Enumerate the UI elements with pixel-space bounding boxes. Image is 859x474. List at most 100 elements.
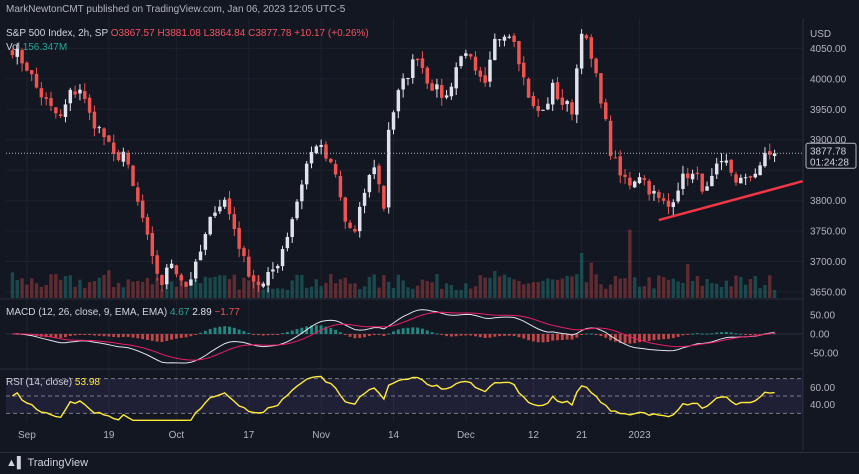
price-badge-value: 3877.78 [810, 146, 847, 157]
candle-body [92, 111, 97, 129]
volume-bar [208, 277, 212, 298]
macd-histogram-bar [92, 334, 96, 336]
candles [10, 29, 777, 293]
candle-body [676, 190, 680, 202]
macd-histogram-bar [223, 326, 227, 334]
macd-histogram-bar [194, 334, 198, 335]
volume-bar [87, 282, 92, 298]
macd-histogram-bar [189, 334, 193, 337]
macd-tick-label: 0.00 [810, 330, 830, 341]
time-tick-label: Nov [312, 430, 330, 441]
time-tick-label: 14 [388, 430, 400, 441]
macd-histogram-bar [213, 327, 217, 334]
macd-histogram-bar [112, 334, 116, 337]
candle-body [507, 36, 512, 38]
tradingview-logo[interactable]: ▲▌ TradingView [6, 457, 88, 469]
candle-body [599, 73, 603, 104]
legend-volume: Vol 156.347M [6, 42, 67, 53]
candle-body [575, 68, 579, 115]
volume-bar [324, 282, 328, 298]
candle-body [522, 62, 526, 78]
candle-body [502, 36, 507, 41]
volume-bar [358, 289, 362, 298]
volume-bar [203, 276, 208, 298]
macd-histogram-bar [551, 334, 555, 341]
candle-body [111, 142, 116, 154]
macd-line [12, 309, 775, 364]
macd-histogram-bar [773, 333, 777, 335]
symbol-name[interactable]: S&P 500 Index, 2h, SP [6, 28, 108, 39]
macd-histogram-bar [117, 334, 120, 338]
candle-body [415, 58, 420, 61]
candle-body [632, 181, 637, 188]
candle-body [444, 95, 449, 98]
macd-histogram-bar [623, 334, 627, 344]
candle-body [536, 105, 540, 111]
candle-body [618, 156, 622, 176]
candle-body [10, 50, 15, 56]
volume-bar [131, 281, 135, 298]
candle-body [203, 234, 208, 250]
macd-pane: -50.00 0.00 50.00 [6, 309, 839, 364]
candle-body [661, 198, 666, 201]
candle-body [300, 184, 304, 202]
volume-bar [39, 286, 44, 298]
candle-body [213, 212, 217, 216]
candle-body [686, 173, 690, 179]
macd-histogram-bar [667, 334, 670, 339]
macd-histogram-bar [73, 334, 77, 336]
price-tick-label: 3800.00 [810, 196, 847, 207]
macd-histogram-bar [580, 334, 584, 335]
volume-bar [772, 289, 777, 298]
macd-histogram-bar [744, 334, 748, 335]
candle-body [333, 163, 338, 175]
volume-bar [729, 286, 733, 298]
volume-bar [304, 287, 309, 298]
volume-bar [169, 281, 174, 298]
candle-body [705, 186, 709, 191]
macd-histogram-bar [628, 334, 632, 344]
candle-body [435, 84, 439, 90]
candle-body [193, 261, 198, 279]
macd-histogram-bar [681, 334, 685, 336]
candle-body [121, 151, 126, 162]
volume-bar [676, 281, 680, 298]
price-tick-label: 3950.00 [810, 105, 847, 116]
macd-histogram-bar [469, 334, 473, 336]
macd-signal-value: 2.89 [192, 307, 212, 318]
candle-body [695, 172, 700, 175]
volume-bar [314, 279, 319, 298]
macd-histogram-bar [310, 325, 313, 334]
candle-body [140, 200, 145, 218]
rsi-label[interactable]: RSI (14, close) [6, 377, 73, 388]
candle-body [290, 219, 294, 237]
volume-bar [362, 286, 367, 298]
volume-bar [681, 282, 685, 298]
candle-body [570, 102, 574, 115]
candle-body [107, 135, 111, 142]
volume-bar [353, 283, 357, 298]
time-tick-label: 19 [103, 430, 115, 441]
volume-bar [15, 280, 19, 298]
candle-body [729, 159, 733, 173]
volume-bar [377, 287, 381, 298]
macd-histogram-bar [256, 334, 260, 336]
macd-histogram-bar [420, 328, 424, 334]
volume-bar [140, 281, 145, 298]
candle-body [367, 174, 372, 193]
price-tick-label: 3750.00 [810, 227, 847, 238]
macd-histogram-bar [174, 334, 178, 339]
volume-bar [30, 278, 34, 298]
candle-body [102, 128, 106, 138]
vol-label[interactable]: Vol [6, 42, 20, 53]
macd-histogram-bar [88, 334, 92, 335]
volume-bar [695, 276, 700, 298]
macd-histogram-bar [387, 333, 391, 335]
volume-bar [247, 280, 251, 298]
macd-histogram-bar [338, 332, 342, 334]
macd-histogram-bar [208, 328, 212, 334]
rsi-line [12, 375, 775, 421]
macd-label[interactable]: MACD (12, 26, close, 9, EMA, EMA) [6, 307, 168, 318]
volume-bar [232, 274, 236, 298]
